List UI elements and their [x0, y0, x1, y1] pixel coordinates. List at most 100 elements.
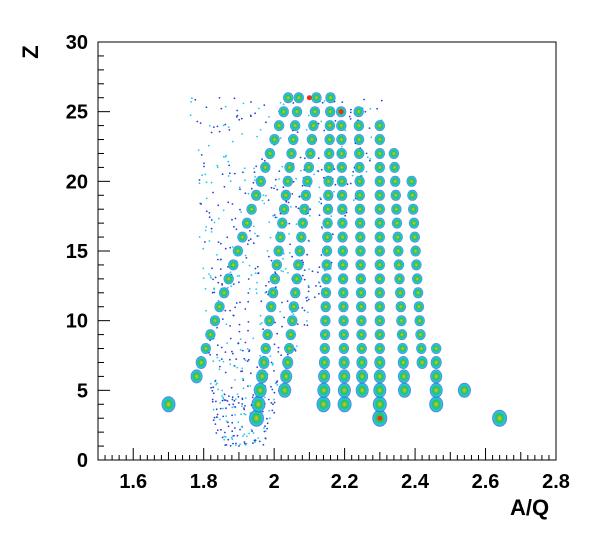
isotope-blob — [285, 329, 296, 341]
noise-point — [231, 398, 234, 401]
noise-point — [242, 377, 244, 380]
isotope-blob — [353, 134, 365, 145]
noise-point — [227, 201, 230, 204]
noise-point — [369, 157, 371, 160]
isotope-blob — [278, 382, 292, 398]
noise-point — [263, 427, 265, 429]
noise-point — [318, 214, 321, 217]
noise-point — [291, 311, 293, 314]
noise-point — [263, 396, 266, 399]
noise-point — [231, 438, 234, 441]
noise-point — [264, 425, 266, 428]
noise-point — [262, 443, 265, 446]
noise-point — [239, 443, 242, 446]
isotope-blob — [322, 203, 334, 215]
isotope-blob — [306, 134, 318, 145]
noise-point — [225, 407, 227, 410]
noise-point — [318, 282, 321, 284]
noise-point — [292, 180, 295, 183]
isotope-blob — [408, 217, 420, 229]
noise-point — [334, 183, 337, 186]
isotope-blob — [354, 203, 366, 215]
noise-point — [216, 353, 218, 356]
isotope-blob — [355, 259, 366, 271]
noise-point — [266, 250, 269, 252]
noise-point — [266, 427, 268, 430]
isotope-blob — [337, 273, 349, 285]
noise-point — [226, 400, 229, 402]
noise-point — [254, 267, 257, 270]
noise-point — [250, 187, 253, 190]
noise-point — [255, 165, 258, 168]
isotope-blob — [318, 356, 330, 369]
isotope-blob — [457, 382, 471, 398]
noise-point — [282, 270, 284, 273]
noise-point — [295, 223, 298, 226]
isotope-blob — [297, 217, 308, 229]
noise-point — [276, 188, 279, 191]
isotope-blob — [409, 231, 420, 243]
noise-point — [380, 99, 383, 102]
noise-point — [220, 346, 223, 349]
noise-point — [216, 326, 219, 329]
noise-point — [276, 332, 279, 335]
noise-point — [222, 407, 224, 410]
y-tick-label: 10 — [66, 311, 88, 333]
noise-point — [254, 439, 257, 442]
noise-point — [307, 290, 310, 293]
noise-point — [247, 278, 250, 280]
noise-point — [210, 386, 213, 389]
noise-point — [306, 296, 309, 298]
noise-point — [211, 267, 213, 270]
noise-point — [274, 271, 276, 273]
noise-point — [303, 324, 306, 326]
noise-point — [231, 406, 234, 409]
noise-point — [303, 309, 306, 312]
isotope-blob — [264, 148, 276, 159]
isotope-blob — [408, 203, 419, 215]
noise-point — [231, 140, 234, 143]
noise-point — [365, 170, 368, 173]
noise-point — [220, 258, 222, 261]
noise-point — [238, 330, 241, 333]
isotope-blob — [284, 161, 295, 173]
noise-point — [221, 173, 224, 176]
data-marks — [161, 92, 508, 447]
isotope-blob — [374, 356, 386, 369]
isotope-blob — [275, 231, 286, 243]
noise-point — [259, 314, 262, 317]
noise-point — [210, 276, 212, 279]
noise-point — [273, 398, 275, 401]
noise-point — [210, 131, 213, 134]
isotope-blob — [407, 189, 418, 201]
noise-point — [236, 109, 239, 112]
noise-point — [279, 137, 282, 140]
noise-point — [215, 383, 218, 386]
noise-point — [227, 425, 230, 428]
isotope-blob — [318, 369, 331, 384]
isotope-blob — [260, 161, 271, 173]
noise-point — [231, 218, 233, 221]
noise-point — [241, 403, 244, 405]
noise-point — [221, 436, 224, 439]
noise-point — [245, 442, 248, 445]
noise-point — [219, 242, 222, 245]
noise-point — [217, 388, 220, 391]
noise-point — [270, 186, 273, 189]
isotope-blob — [429, 382, 443, 398]
noise-point — [210, 227, 213, 230]
isotope-blob — [336, 161, 347, 173]
x-tick-label: 1.6 — [119, 471, 147, 493]
noise-point — [249, 372, 252, 375]
noise-point — [239, 301, 241, 304]
noise-point — [259, 354, 261, 357]
noise-point — [216, 382, 218, 385]
isotope-blob — [282, 175, 293, 187]
noise-point — [200, 154, 203, 156]
noise-point — [350, 108, 352, 111]
isotope-blob — [374, 161, 385, 173]
noise-point — [263, 202, 266, 205]
isotope-blob — [397, 356, 409, 369]
noise-point — [191, 97, 193, 100]
noise-point — [234, 365, 236, 368]
